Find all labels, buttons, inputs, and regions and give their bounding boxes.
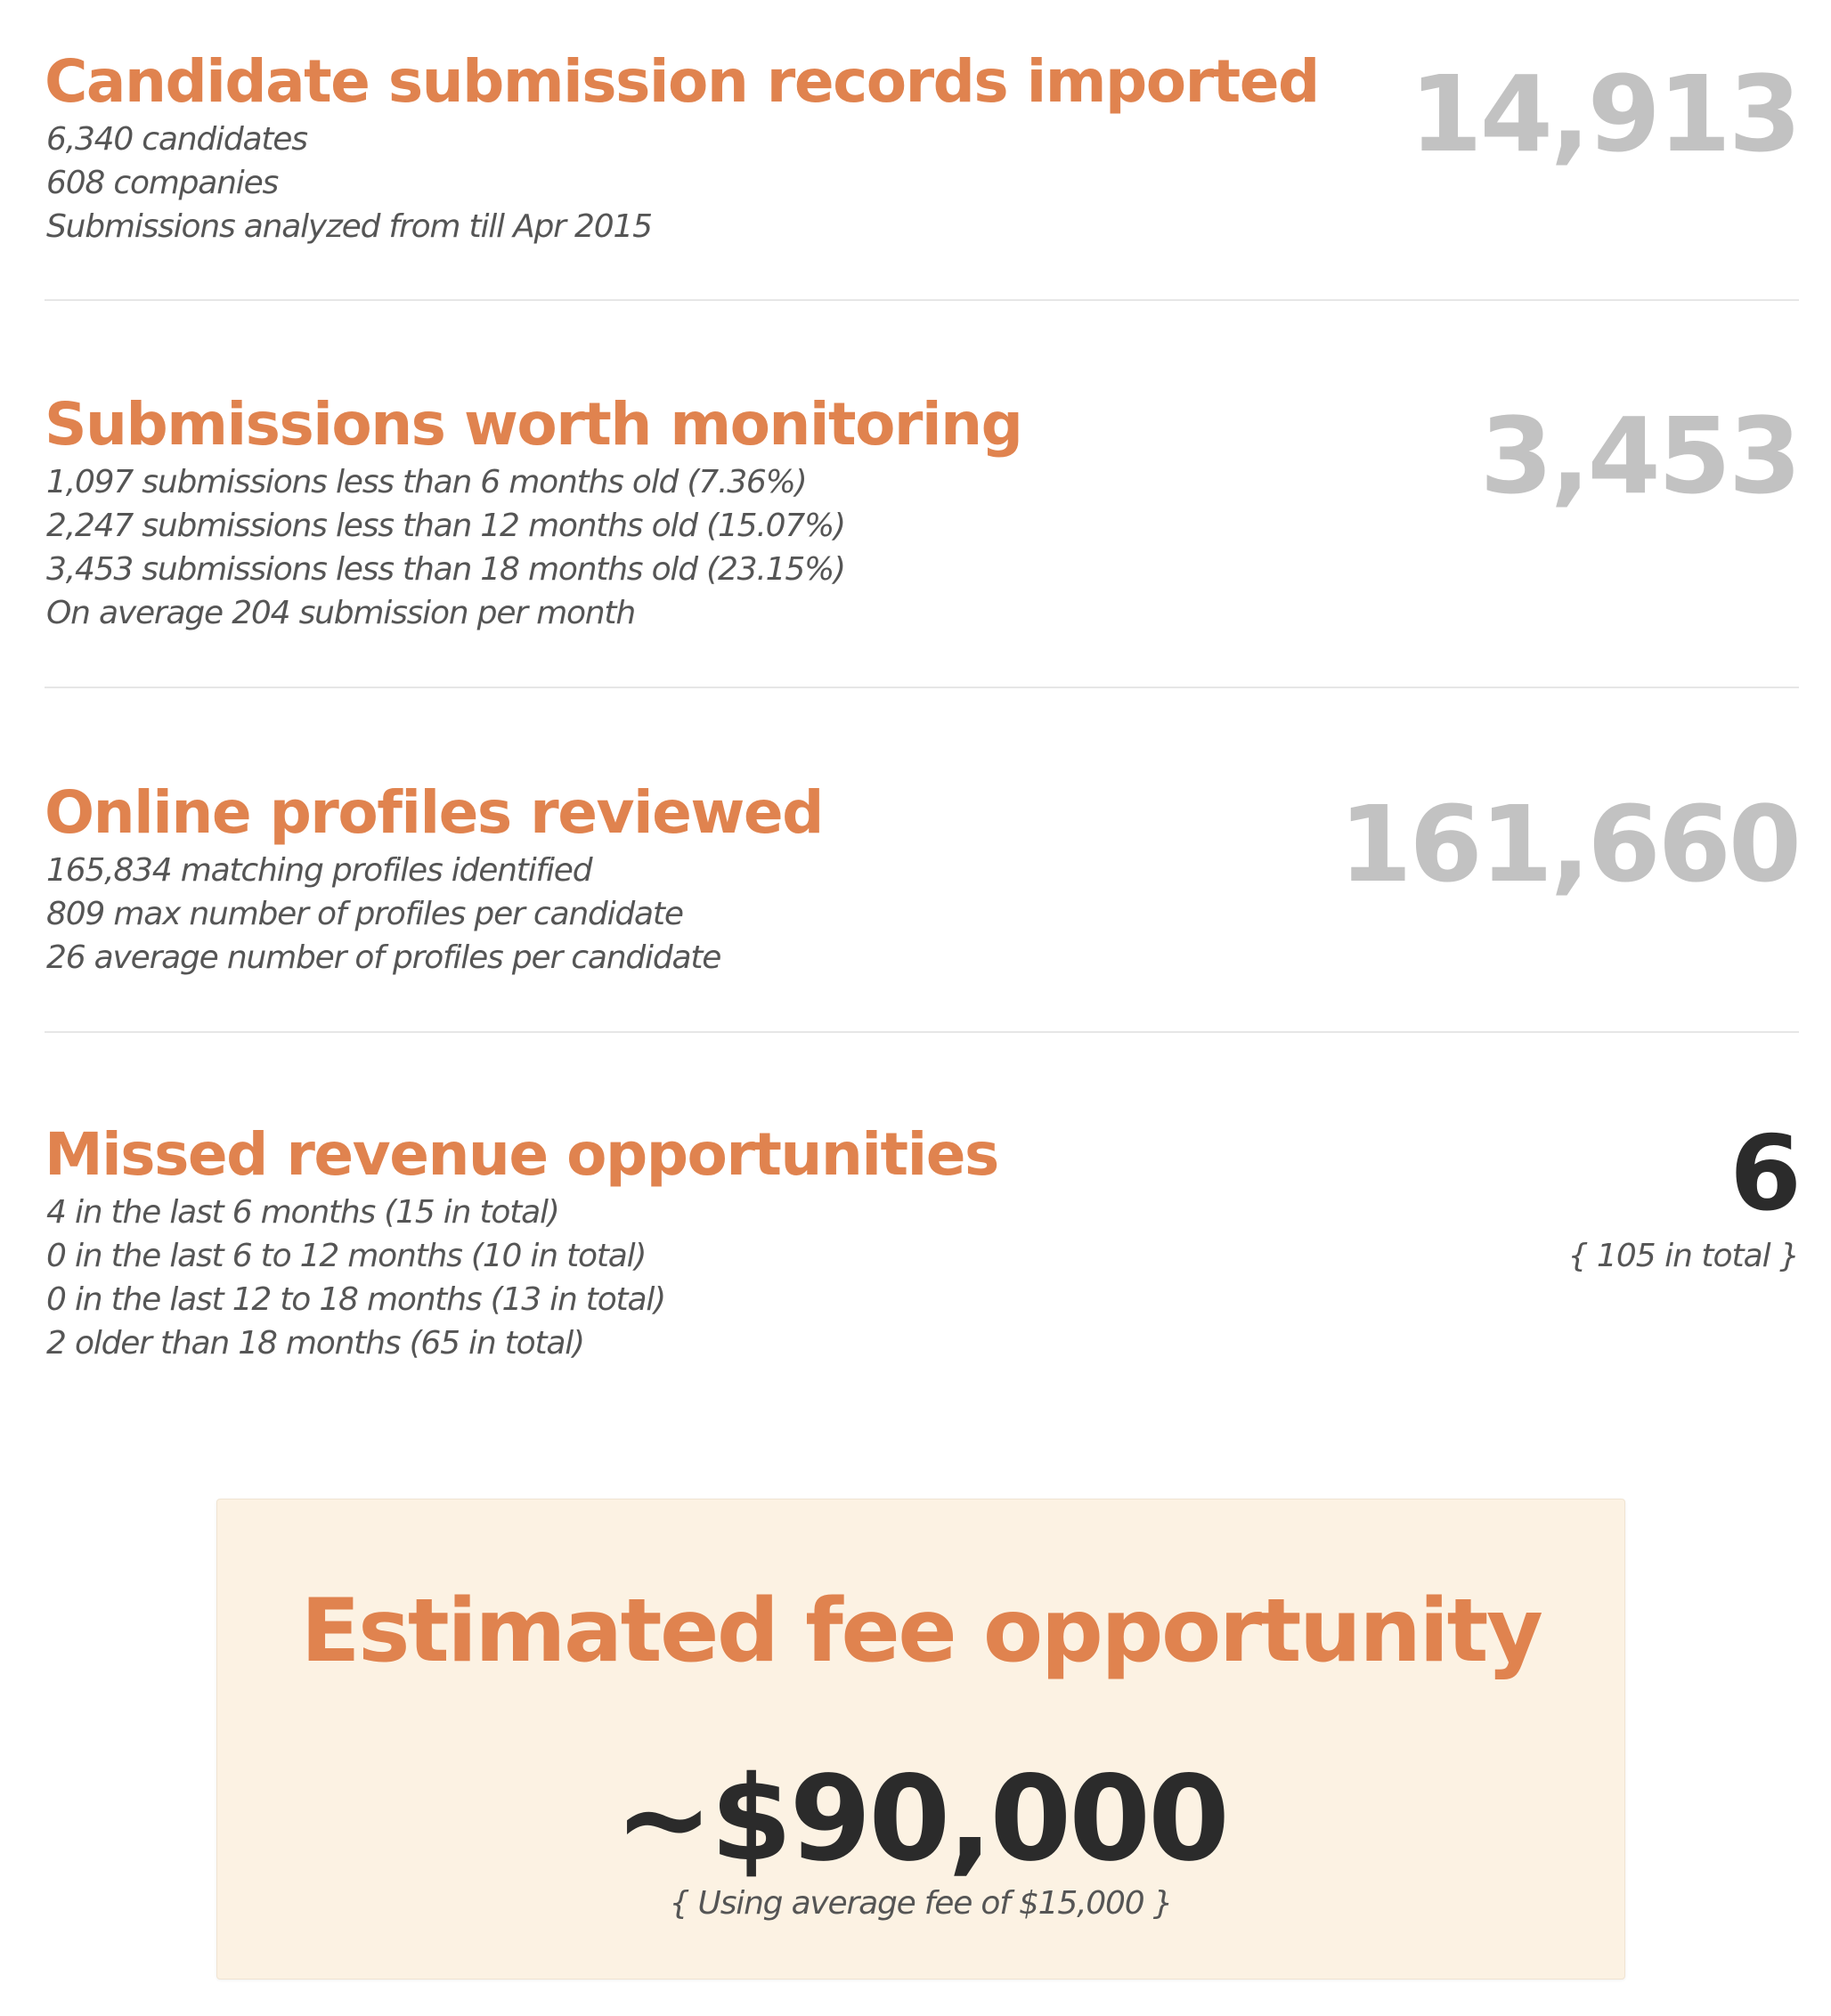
section-title: Candidate submission records imported bbox=[45, 47, 1320, 116]
detail-line: 4 in the last 6 months (15 in total) bbox=[46, 1194, 560, 1231]
section-title: Submissions worth monitoring bbox=[45, 390, 1023, 459]
detail-line: 1,097 submissions less than 6 months old… bbox=[46, 464, 808, 500]
fee-opportunity-box: Estimated fee opportunity ~$90,000 { Usi… bbox=[216, 1499, 1625, 1979]
detail-list: 4 in the last 6 months (15 in total) 0 i… bbox=[46, 1191, 666, 1365]
detail-line: Submissions analyzed from till Apr 2015 bbox=[46, 208, 653, 245]
detail-line: 0 in the last 12 to 18 months (13 in tot… bbox=[46, 1281, 666, 1318]
fee-amount: ~$90,000 bbox=[614, 1751, 1230, 1888]
detail-line: 6,340 candidates bbox=[46, 121, 308, 158]
worth-monitoring-count: 3,453 bbox=[1479, 394, 1802, 517]
detail-line: 165,834 matching profiles identified bbox=[46, 852, 593, 889]
missed-revenue-total: { 105 in total } bbox=[1567, 1238, 1800, 1274]
fee-note: { Using average fee of $15,000 } bbox=[669, 1885, 1174, 1922]
fee-title: Estimated fee opportunity bbox=[300, 1581, 1543, 1682]
detail-line: 2,247 submissions less than 12 months ol… bbox=[46, 508, 846, 544]
detail-line: 0 in the last 6 to 12 months (10 in tota… bbox=[46, 1238, 647, 1274]
section-records-imported: Candidate submission records imported 6,… bbox=[45, 46, 1802, 260]
section-title: Online profiles reviewed bbox=[45, 778, 824, 847]
section-divider bbox=[45, 1031, 1799, 1033]
detail-list: 6,340 candidates 608 companies Submissio… bbox=[46, 118, 653, 248]
profiles-reviewed-count: 161,660 bbox=[1339, 783, 1802, 906]
detail-line: On average 204 submission per month bbox=[46, 595, 636, 631]
detail-line: 2 older than 18 months (65 in total) bbox=[46, 1325, 585, 1362]
detail-line: 608 companies bbox=[46, 165, 279, 201]
missed-revenue-count: 6 bbox=[1729, 1114, 1802, 1234]
section-missed-revenue: Missed revenue opportunities 4 in the la… bbox=[45, 1114, 1802, 1378]
detail-list: 1,097 submissions less than 6 months old… bbox=[46, 460, 846, 635]
records-imported-count: 14,913 bbox=[1409, 53, 1802, 175]
section-divider bbox=[45, 299, 1799, 301]
section-divider bbox=[45, 687, 1799, 688]
detail-line: 809 max number of profiles per candidate bbox=[46, 896, 684, 932]
section-worth-monitoring: Submissions worth monitoring 1,097 submi… bbox=[45, 389, 1802, 638]
section-profiles-reviewed: Online profiles reviewed 165,834 matchin… bbox=[45, 777, 1802, 982]
detail-line: 26 average number of profiles per candid… bbox=[46, 939, 721, 976]
section-title: Missed revenue opportunities bbox=[45, 1120, 999, 1189]
detail-list: 165,834 matching profiles identified 809… bbox=[46, 849, 721, 980]
detail-line: 3,453 submissions less than 18 months ol… bbox=[46, 551, 846, 588]
